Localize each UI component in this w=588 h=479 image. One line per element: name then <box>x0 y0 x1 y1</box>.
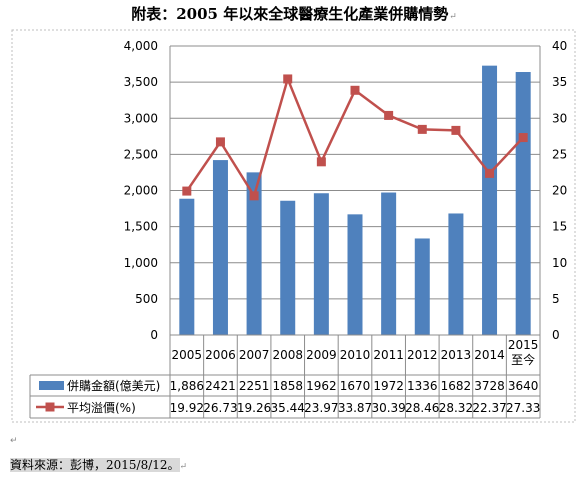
right-tick-label: 40 <box>552 39 567 53</box>
line-point <box>316 157 326 167</box>
category-label: 2013 <box>441 348 472 362</box>
line-point <box>485 168 495 178</box>
paragraph-mark-icon: ↵ <box>10 436 18 446</box>
left-tick-label: 3,500 <box>124 75 158 89</box>
bar <box>381 192 397 335</box>
source-note: 資料來源：彭博，2015/8/12。↵ <box>10 456 187 473</box>
line-point <box>249 191 259 201</box>
line-point <box>451 125 461 135</box>
data-label: 2421 <box>205 379 236 393</box>
left-tick-label: 0 <box>150 328 158 342</box>
data-label: 35.44 <box>271 401 305 415</box>
right-tick-label: 30 <box>552 111 567 125</box>
series-name: 併購金額(億美元) <box>67 378 160 393</box>
data-label: 2251 <box>239 379 270 393</box>
category-label: 2008 <box>272 348 303 362</box>
right-axis-ticks: 0 5 10 15 20 25 30 35 40 <box>552 39 567 342</box>
line-legend-marker <box>45 402 55 412</box>
page-title: 附表：2005 年以來全球醫療生化產業併購情勢↵ <box>0 3 588 24</box>
data-label: 1962 <box>306 379 337 393</box>
line-series <box>182 74 528 201</box>
data-label: 1670 <box>340 379 371 393</box>
bar <box>448 213 464 335</box>
bar <box>515 72 531 335</box>
category-label: 2014 <box>474 348 505 362</box>
category-label: 至今 <box>511 352 535 367</box>
left-tick-label: 500 <box>135 292 158 306</box>
data-label: 30.39 <box>371 401 405 415</box>
category-label: 2006 <box>205 348 236 362</box>
left-tick-label: 1,500 <box>124 220 158 234</box>
title-text: 附表：2005 年以來全球醫療生化產業併購情勢 <box>131 5 449 23</box>
data-label: 33.87 <box>338 401 372 415</box>
category-label: 2009 <box>306 348 337 362</box>
data-label: 28.46 <box>405 401 439 415</box>
paragraph-mark-icon: ↵ <box>179 462 188 472</box>
left-tick-label: 1,000 <box>124 256 158 270</box>
line-point <box>182 186 192 196</box>
bar <box>313 193 329 335</box>
line-point <box>283 74 293 84</box>
data-label: 28.32 <box>439 401 473 415</box>
left-tick-label: 2,500 <box>124 147 158 161</box>
category-label: 2011 <box>373 348 404 362</box>
bar-series <box>179 65 531 335</box>
series-line <box>185 77 525 198</box>
data-label: 22.37 <box>472 401 506 415</box>
left-tick-label: 2,000 <box>124 184 158 198</box>
category-label: 2007 <box>239 348 270 362</box>
right-tick-label: 20 <box>552 184 567 198</box>
right-tick-label: 35 <box>552 75 567 89</box>
line-point <box>384 110 394 120</box>
bar <box>280 200 296 335</box>
category-label: 2010 <box>340 348 371 362</box>
right-tick-label: 5 <box>552 292 560 306</box>
data-table: 2005 2006 2007 2008 2009 2010 2011 2012 2013 2014… <box>29 334 541 419</box>
category-label: 2012 <box>407 348 438 362</box>
data-label: 26.73 <box>203 401 237 415</box>
right-tick-label: 25 <box>552 147 567 161</box>
right-tick-label: 0 <box>552 328 560 342</box>
line-point <box>350 85 360 95</box>
category-label: 2015 <box>508 338 539 352</box>
data-label: 1,886 <box>170 379 204 393</box>
bar <box>179 198 195 335</box>
line-point <box>215 137 225 147</box>
bar <box>212 160 228 335</box>
paragraph-mark-icon: ↵ <box>449 12 457 22</box>
data-label: 1336 <box>407 379 438 393</box>
bar <box>414 238 430 335</box>
data-label: 1972 <box>373 379 404 393</box>
data-label: 19.92 <box>170 401 204 415</box>
bar <box>482 65 498 335</box>
data-label: 3640 <box>508 379 539 393</box>
data-label: 1858 <box>272 379 303 393</box>
data-label: 3728 <box>474 379 505 393</box>
series-name: 平均溢價(%) <box>67 401 136 415</box>
bar <box>246 172 262 335</box>
line-point <box>417 124 427 134</box>
bar-legend-key <box>39 381 64 390</box>
left-axis-ticks: 0 500 1,000 1,500 2,000 2,500 3,000 3,500 4,000 <box>124 39 158 342</box>
data-label: 23.97 <box>304 401 338 415</box>
source-text: 資料來源：彭博，2015/8/12。 <box>10 458 180 472</box>
chart-frame <box>11 29 576 423</box>
category-label: 2005 <box>172 348 203 362</box>
left-tick-label: 3,000 <box>124 111 158 125</box>
bar <box>347 214 363 335</box>
line-point <box>518 133 528 143</box>
right-tick-label: 15 <box>552 220 567 234</box>
data-label: 19.26 <box>237 401 271 415</box>
left-tick-label: 4,000 <box>124 39 158 53</box>
right-tick-label: 10 <box>552 256 567 270</box>
data-label: 27.33 <box>506 401 540 415</box>
data-label: 1682 <box>441 379 472 393</box>
